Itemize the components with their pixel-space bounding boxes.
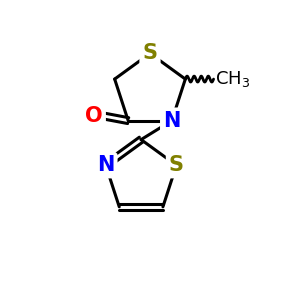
Text: N: N bbox=[163, 111, 181, 130]
Text: CH$_3$: CH$_3$ bbox=[215, 69, 250, 89]
Text: O: O bbox=[85, 106, 103, 126]
Text: S: S bbox=[169, 155, 184, 175]
Text: S: S bbox=[142, 44, 158, 63]
Text: N: N bbox=[97, 155, 114, 175]
